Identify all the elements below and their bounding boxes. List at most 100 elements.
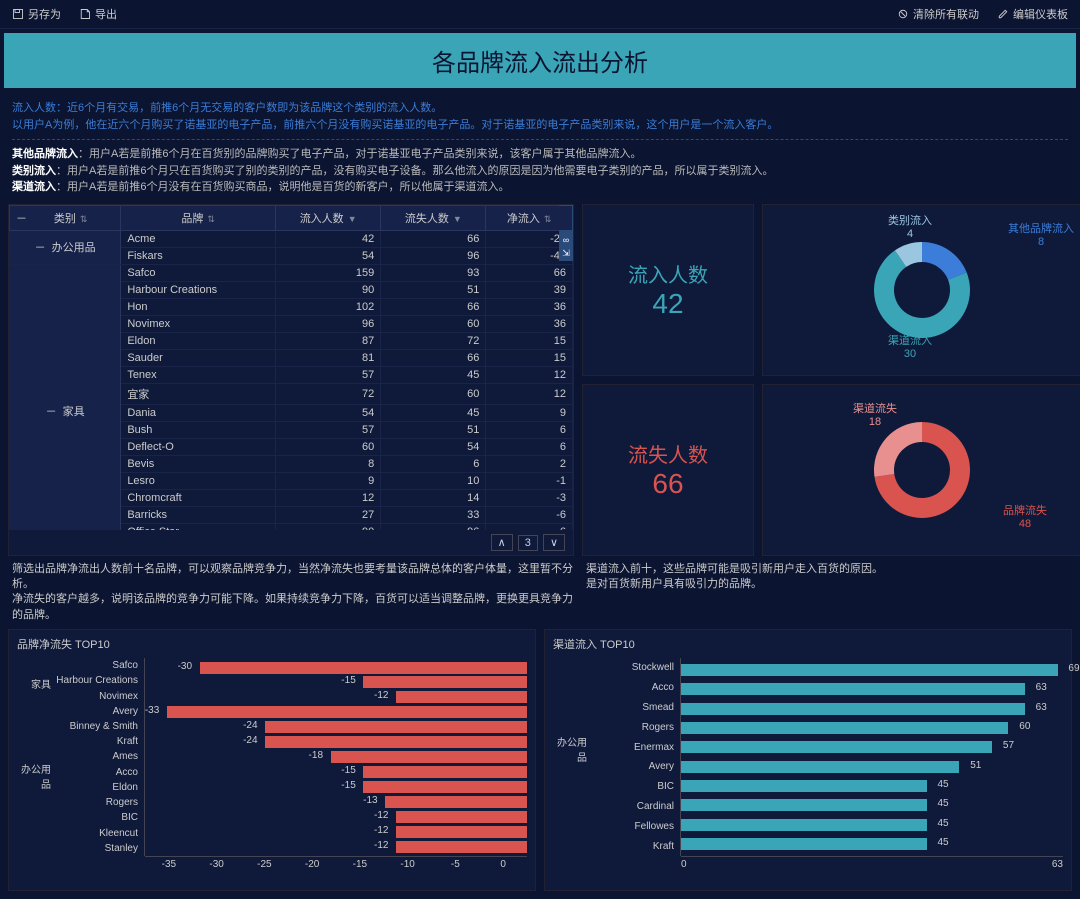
bar-label: BIC xyxy=(589,781,674,792)
bar[interactable]: 63 xyxy=(681,703,1025,715)
cell: 42 xyxy=(276,230,381,247)
table-row[interactable]: －办公用品Acme4266-24 xyxy=(10,230,573,247)
bar-row: 63 xyxy=(681,682,1063,696)
bar-label: Avery xyxy=(53,706,138,717)
export-panel-icon[interactable]: ⇲ xyxy=(559,247,573,261)
cell: 102 xyxy=(276,298,381,315)
chart-right: 渠道流入 TOP10 办公用品 StockwellAccoSmeadRogers… xyxy=(544,629,1072,891)
cell: 10 xyxy=(381,472,486,489)
cell: 54 xyxy=(276,404,381,421)
cell: Sauder xyxy=(121,349,276,366)
bar-label: Kleencut xyxy=(53,828,138,839)
bar[interactable]: -12 xyxy=(396,811,527,823)
cell: 6 xyxy=(486,421,573,438)
table-row[interactable]: －家具Safco1599366 xyxy=(10,264,573,281)
col-header[interactable]: 净流入⇅ xyxy=(486,205,573,230)
cell: 60 xyxy=(381,383,486,404)
clear-link-button[interactable]: 清除所有联动 xyxy=(897,6,979,22)
cell: 66 xyxy=(486,264,573,281)
bar-row: -12 xyxy=(145,810,527,824)
cell: 27 xyxy=(276,506,381,523)
category-cell[interactable]: －办公用品 xyxy=(10,230,121,264)
bar[interactable]: -30 xyxy=(200,662,527,674)
bar-row: -33 xyxy=(145,705,527,719)
bar-value: 45 xyxy=(937,818,948,829)
bar-row: -12 xyxy=(145,690,527,704)
text-right-l1: 渠道流入前十，这些品牌可能是吸引新用户走入百货的原因。 xyxy=(586,562,1068,577)
bar[interactable]: 45 xyxy=(681,799,927,811)
bar-value: -15 xyxy=(341,780,355,791)
save-as-button[interactable]: 另存为 xyxy=(12,6,61,22)
bar[interactable]: -24 xyxy=(265,736,527,748)
page-next[interactable]: ∨ xyxy=(543,534,565,551)
cell: Harbour Creations xyxy=(121,281,276,298)
cell: 宜家 xyxy=(121,383,276,404)
bar[interactable]: -15 xyxy=(363,781,527,793)
bar[interactable]: -24 xyxy=(265,721,527,733)
link-icon[interactable]: ∞ xyxy=(559,233,573,247)
bar-category: 办公用品 xyxy=(17,761,51,791)
donut-in-panel: 其他品牌流入8渠道流入30类别流入4 xyxy=(762,204,1080,376)
bar-value: -30 xyxy=(178,661,192,672)
bar-value: 63 xyxy=(1036,702,1047,713)
cell: 66 xyxy=(381,298,486,315)
bar-row: 45 xyxy=(681,818,1063,832)
bar[interactable]: -12 xyxy=(396,841,527,853)
bar-value: 45 xyxy=(937,779,948,790)
bar-label: Kraft xyxy=(589,841,674,852)
bar[interactable]: 69 xyxy=(681,664,1058,676)
bar[interactable]: 57 xyxy=(681,741,992,753)
page-prev[interactable]: ∧ xyxy=(491,534,513,551)
cell: 12 xyxy=(486,383,573,404)
export-button[interactable]: 导出 xyxy=(79,6,117,22)
cell: Dania xyxy=(121,404,276,421)
donut-slice[interactable] xyxy=(874,422,922,477)
bar[interactable]: -12 xyxy=(396,691,527,703)
bar[interactable]: 45 xyxy=(681,780,927,792)
page-number[interactable]: 3 xyxy=(518,535,538,551)
bar[interactable]: 45 xyxy=(681,819,927,831)
bar-label: Harbour Creations xyxy=(53,675,138,686)
edit-dashboard-button[interactable]: 编辑仪表板 xyxy=(997,6,1068,22)
cell: 81 xyxy=(276,349,381,366)
cell: 51 xyxy=(381,421,486,438)
category-cell[interactable]: －家具 xyxy=(10,264,121,530)
bar-value: 45 xyxy=(937,837,948,848)
cell: Safco xyxy=(121,264,276,281)
bar[interactable]: -12 xyxy=(396,826,527,838)
col-header[interactable]: 品牌⇅ xyxy=(121,205,276,230)
desc-l3b: ：用户A若是前推6个月在百货别的品牌购买了电子产品，对于诺基亚电子产品类别来说，… xyxy=(78,148,641,160)
cell: 96 xyxy=(381,247,486,264)
bar[interactable]: 63 xyxy=(681,683,1025,695)
col-header[interactable]: 流入人数▼ xyxy=(276,205,381,230)
kpi-out-label: 流失人数 xyxy=(628,439,708,468)
bar-label: Eldon xyxy=(53,782,138,793)
desc-l1b: 近6个月有交易，前推6个月无交易的客户数即为该品牌这个类别的流入人数。 xyxy=(67,102,442,114)
clear-link-label: 清除所有联动 xyxy=(913,6,979,22)
bar-value: -15 xyxy=(341,675,355,686)
bar-row: 45 xyxy=(681,779,1063,793)
bar[interactable]: 60 xyxy=(681,722,1008,734)
bar[interactable]: -15 xyxy=(363,766,527,778)
donut-slice[interactable] xyxy=(922,242,967,280)
cell: -6 xyxy=(486,506,573,523)
col-header[interactable]: －类别⇅ xyxy=(10,205,121,230)
bar[interactable]: -15 xyxy=(363,676,527,688)
cell: 57 xyxy=(276,366,381,383)
bar-label: Smead xyxy=(589,702,674,713)
bar[interactable]: 51 xyxy=(681,761,959,773)
bar-value: 69 xyxy=(1068,663,1079,674)
bar[interactable]: -18 xyxy=(331,751,527,763)
bar[interactable]: -33 xyxy=(167,706,527,718)
bar[interactable]: -13 xyxy=(385,796,527,808)
col-header[interactable]: 流失人数▼ xyxy=(381,205,486,230)
cell: 90 xyxy=(276,281,381,298)
cell: 8 xyxy=(276,455,381,472)
cell: 93 xyxy=(381,264,486,281)
bar-value: 51 xyxy=(970,760,981,771)
bar-label: Rogers xyxy=(589,722,674,733)
cell: Fiskars xyxy=(121,247,276,264)
bar-value: -24 xyxy=(243,720,257,731)
desc-l5b: ：用户A若是前推6个月没有在百货购买商品，说明他是百货的新客户，所以他属于渠道流… xyxy=(56,181,509,193)
bar[interactable]: 45 xyxy=(681,838,927,850)
